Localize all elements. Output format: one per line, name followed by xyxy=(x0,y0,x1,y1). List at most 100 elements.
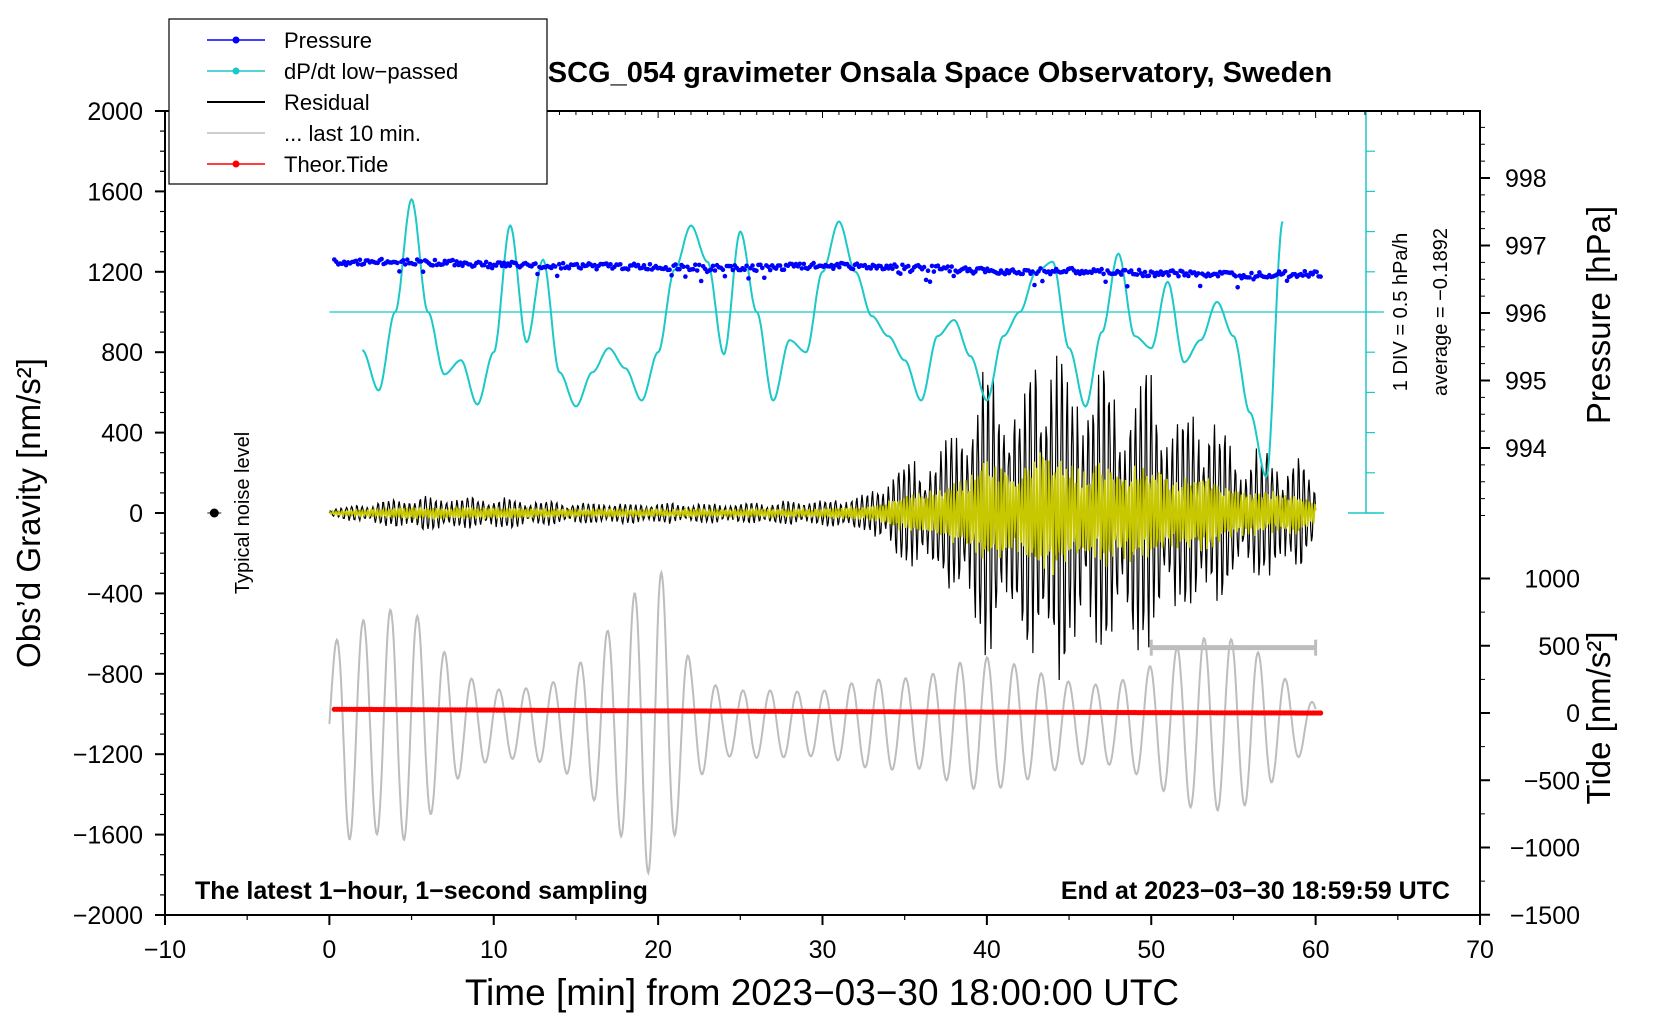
pressure-point xyxy=(403,262,408,267)
pressure-point xyxy=(420,269,426,275)
tide-tick-label: −500 xyxy=(1524,767,1580,795)
pressure-point xyxy=(767,267,773,273)
pressure-point xyxy=(641,263,647,268)
pressure-point xyxy=(618,262,623,267)
chart-title: SCG_054 gravimeter Onsala Space Observat… xyxy=(548,57,1332,89)
pressure-point xyxy=(501,260,507,266)
y-tick-label: −2000 xyxy=(73,902,143,930)
x-tick-label: 50 xyxy=(1137,936,1165,964)
legend: Pressure dP/dt low−passed Residual ... last… xyxy=(168,18,548,185)
pressure-point xyxy=(1215,273,1221,279)
residual-filtered-line xyxy=(329,452,1317,576)
pressure-point xyxy=(1186,273,1191,279)
pressure-point xyxy=(379,256,384,262)
y-axis-label-left: Obs’d Gravity [nm/s²] xyxy=(10,358,47,668)
pressure-point xyxy=(894,264,899,270)
pressure-point xyxy=(898,271,903,277)
pressure-point xyxy=(1089,270,1094,276)
pressure-point xyxy=(1103,279,1108,285)
pressure-point xyxy=(395,260,400,266)
y-tick-label: −400 xyxy=(87,580,143,608)
pressure-point xyxy=(1306,274,1311,279)
pressure-point xyxy=(1166,273,1171,278)
pressure-point xyxy=(947,269,952,274)
pressure-point xyxy=(890,266,895,272)
pressure-point xyxy=(722,273,728,279)
pressure-point xyxy=(923,277,929,283)
pressure-point xyxy=(1142,269,1148,275)
tide-series xyxy=(331,706,1324,716)
pressure-point xyxy=(412,262,418,267)
pressure-point xyxy=(1158,269,1164,274)
pressure-point xyxy=(450,257,456,263)
pressure-point xyxy=(982,269,988,275)
pressure-point xyxy=(799,266,805,271)
pressure-point xyxy=(850,266,856,272)
pressure-point xyxy=(353,258,359,264)
pressure-point xyxy=(683,274,688,279)
legend-label: ... last 10 min. xyxy=(284,121,421,146)
x-axis-label: Time [min] from 2023−03−30 18:00:00 UTC xyxy=(465,972,1179,1013)
pressure-point xyxy=(1040,278,1045,284)
pressure-tick-label: 995 xyxy=(1505,368,1547,396)
pressure-point xyxy=(762,275,767,281)
y-tick-label: 400 xyxy=(101,420,143,448)
pressure-point xyxy=(558,266,564,271)
pressure-point xyxy=(927,279,933,285)
pressure-point xyxy=(560,260,566,266)
pressure-point xyxy=(951,273,956,279)
tide-tick-label: −1500 xyxy=(1510,902,1580,930)
pressure-point xyxy=(693,262,698,268)
pressure-point xyxy=(1020,271,1025,277)
tide-tick-label: 0 xyxy=(1566,700,1580,728)
pressure-point xyxy=(712,268,718,273)
legend-label: dP/dt low−passed xyxy=(284,59,458,84)
pressure-point xyxy=(1128,268,1134,273)
pressure-point xyxy=(574,261,580,267)
x-tick-label: 0 xyxy=(322,936,336,964)
pressure-point xyxy=(554,273,560,279)
pressure-point xyxy=(667,267,672,273)
pressure-point xyxy=(669,273,674,278)
pressure-point xyxy=(681,264,686,270)
pressure-series xyxy=(332,256,1323,290)
pressure-point xyxy=(566,265,572,271)
pressure-point xyxy=(533,261,538,266)
pressure-point xyxy=(677,266,682,272)
pressure-point xyxy=(900,262,905,268)
pressure-point xyxy=(1101,271,1106,277)
x-tick-label: 40 xyxy=(973,936,1001,964)
pressure-point xyxy=(1314,269,1319,275)
y-tick-label: −1200 xyxy=(73,741,143,769)
pressure-point xyxy=(777,263,783,268)
pressure-point xyxy=(594,266,599,272)
pressure-point xyxy=(929,263,935,269)
noise-marker xyxy=(209,508,219,518)
x-tick-label: 60 xyxy=(1302,936,1330,964)
x-tick-label: 30 xyxy=(809,936,837,964)
pressure-axis-label: Pressure [hPa] xyxy=(1580,206,1617,424)
pressure-point xyxy=(797,261,803,267)
pressure-point xyxy=(720,267,726,273)
pressure-point xyxy=(963,265,968,270)
pressure-point xyxy=(935,263,941,269)
pressure-point xyxy=(608,262,613,267)
pressure-point xyxy=(694,268,700,273)
pressure-point xyxy=(1300,273,1306,278)
pressure-point xyxy=(1125,284,1130,289)
x-tick-label: 10 xyxy=(480,936,508,964)
pressure-point xyxy=(1136,267,1142,273)
pressure-tick-label: 996 xyxy=(1505,300,1547,328)
end-time-note: End at 2023−03−30 18:59:59 UTC xyxy=(1061,877,1450,905)
pressure-point xyxy=(1318,274,1323,279)
pressure-point xyxy=(742,267,747,273)
pressure-point xyxy=(730,267,736,273)
pressure-point xyxy=(1146,273,1152,279)
pressure-point xyxy=(708,267,714,272)
pressure-point xyxy=(1140,273,1146,279)
pressure-point xyxy=(746,276,751,281)
pressure-point xyxy=(1180,269,1185,274)
pressure-point xyxy=(1233,274,1238,279)
pressure-point xyxy=(357,257,363,263)
